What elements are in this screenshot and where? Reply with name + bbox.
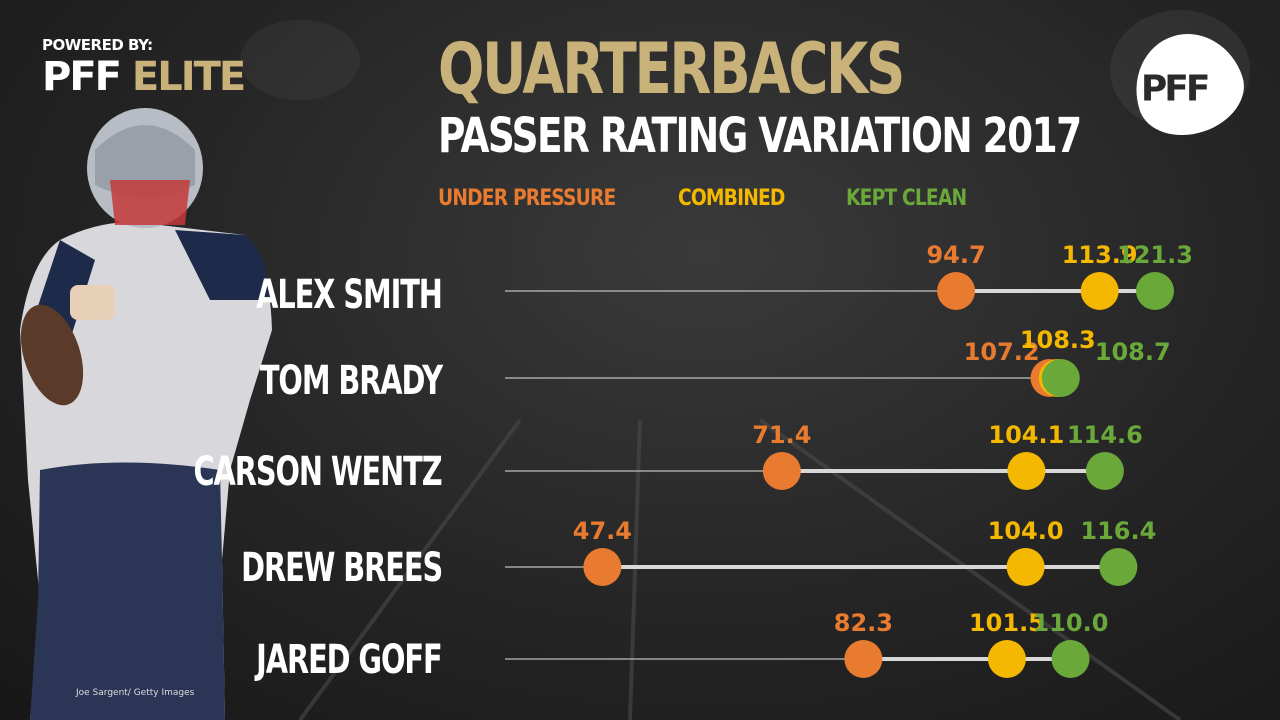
dot-kept-clean-tom-brady (1041, 359, 1080, 397)
player-photo (20, 108, 272, 720)
label-under-pressure-carson-wentz: 71.4 (752, 421, 811, 449)
chart-subtitle: PASSER RATING VARIATION 2017 (438, 108, 1082, 164)
label-under-pressure-alex-smith: 94.7 (926, 241, 985, 269)
qb-name-alex-smith: ALEX SMITH (256, 272, 443, 318)
dot-kept-clean-carson-wentz (1085, 452, 1124, 490)
dot-combined-drew-brees (1006, 548, 1045, 586)
label-kept-clean-drew-brees: 116.4 (1080, 517, 1156, 545)
label-under-pressure-tom-brady: 107.2 (964, 338, 1040, 366)
label-combined-jared-goff: 101.5 (969, 609, 1045, 637)
elite-label: ELITE (131, 54, 246, 100)
label-combined-tom-brady: 108.3 (1020, 326, 1096, 354)
legend-under-pressure: UNDER PRESSURE (438, 186, 616, 211)
dot-kept-clean-drew-brees (1099, 548, 1138, 586)
dot-under-pressure-carson-wentz (762, 452, 801, 490)
label-combined-drew-brees: 104.0 (988, 517, 1064, 545)
label-kept-clean-carson-wentz: 114.6 (1067, 421, 1143, 449)
dot-under-pressure-jared-goff (844, 640, 883, 678)
label-combined-alex-smith: 113.9 (1062, 241, 1138, 269)
label-kept-clean-alex-smith: 121.3 (1117, 241, 1193, 269)
dot-under-pressure-alex-smith (937, 272, 976, 310)
chart-title: QUARTERBACKS (438, 28, 905, 110)
dot-kept-clean-jared-goff (1051, 640, 1090, 678)
photo-credit: Joe Sargent/ Getty Images (76, 688, 195, 698)
dot-under-pressure-drew-brees (583, 548, 622, 586)
dot-combined-carson-wentz (1007, 452, 1046, 490)
label-under-pressure-jared-goff: 82.3 (834, 609, 893, 637)
powered-by-badge: POWERED BY: PFF ELITE (42, 36, 246, 100)
dot-combined-jared-goff (987, 640, 1026, 678)
label-combined-carson-wentz: 104.1 (988, 421, 1064, 449)
dot-combined-alex-smith (1080, 272, 1119, 310)
powered-by-label: POWERED BY: (42, 36, 153, 54)
qb-name-carson-wentz: CARSON WENTZ (193, 449, 443, 495)
legend-combined: COMBINED (678, 186, 785, 211)
label-kept-clean-tom-brady: 108.7 (1095, 338, 1171, 366)
dot-kept-clean-alex-smith (1136, 272, 1174, 310)
legend-kept-clean: KEPT CLEAN (846, 186, 967, 211)
qb-name-drew-brees: DREW BREES (241, 545, 443, 591)
label-kept-clean-jared-goff: 110.0 (1033, 609, 1109, 637)
pff-label: PFF (42, 54, 122, 100)
qb-name-tom-brady: TOM BRADY (259, 358, 443, 404)
pff-elite-wordmark: PFF ELITE (42, 54, 246, 100)
qb-name-jared-goff: JARED GOFF (256, 637, 444, 683)
label-under-pressure-drew-brees: 47.4 (573, 517, 632, 545)
